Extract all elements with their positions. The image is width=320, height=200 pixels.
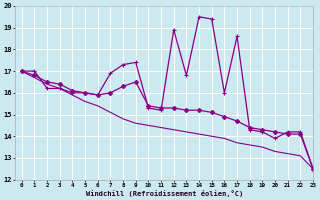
X-axis label: Windchill (Refroidissement éolien,°C): Windchill (Refroidissement éolien,°C) xyxy=(86,190,243,197)
